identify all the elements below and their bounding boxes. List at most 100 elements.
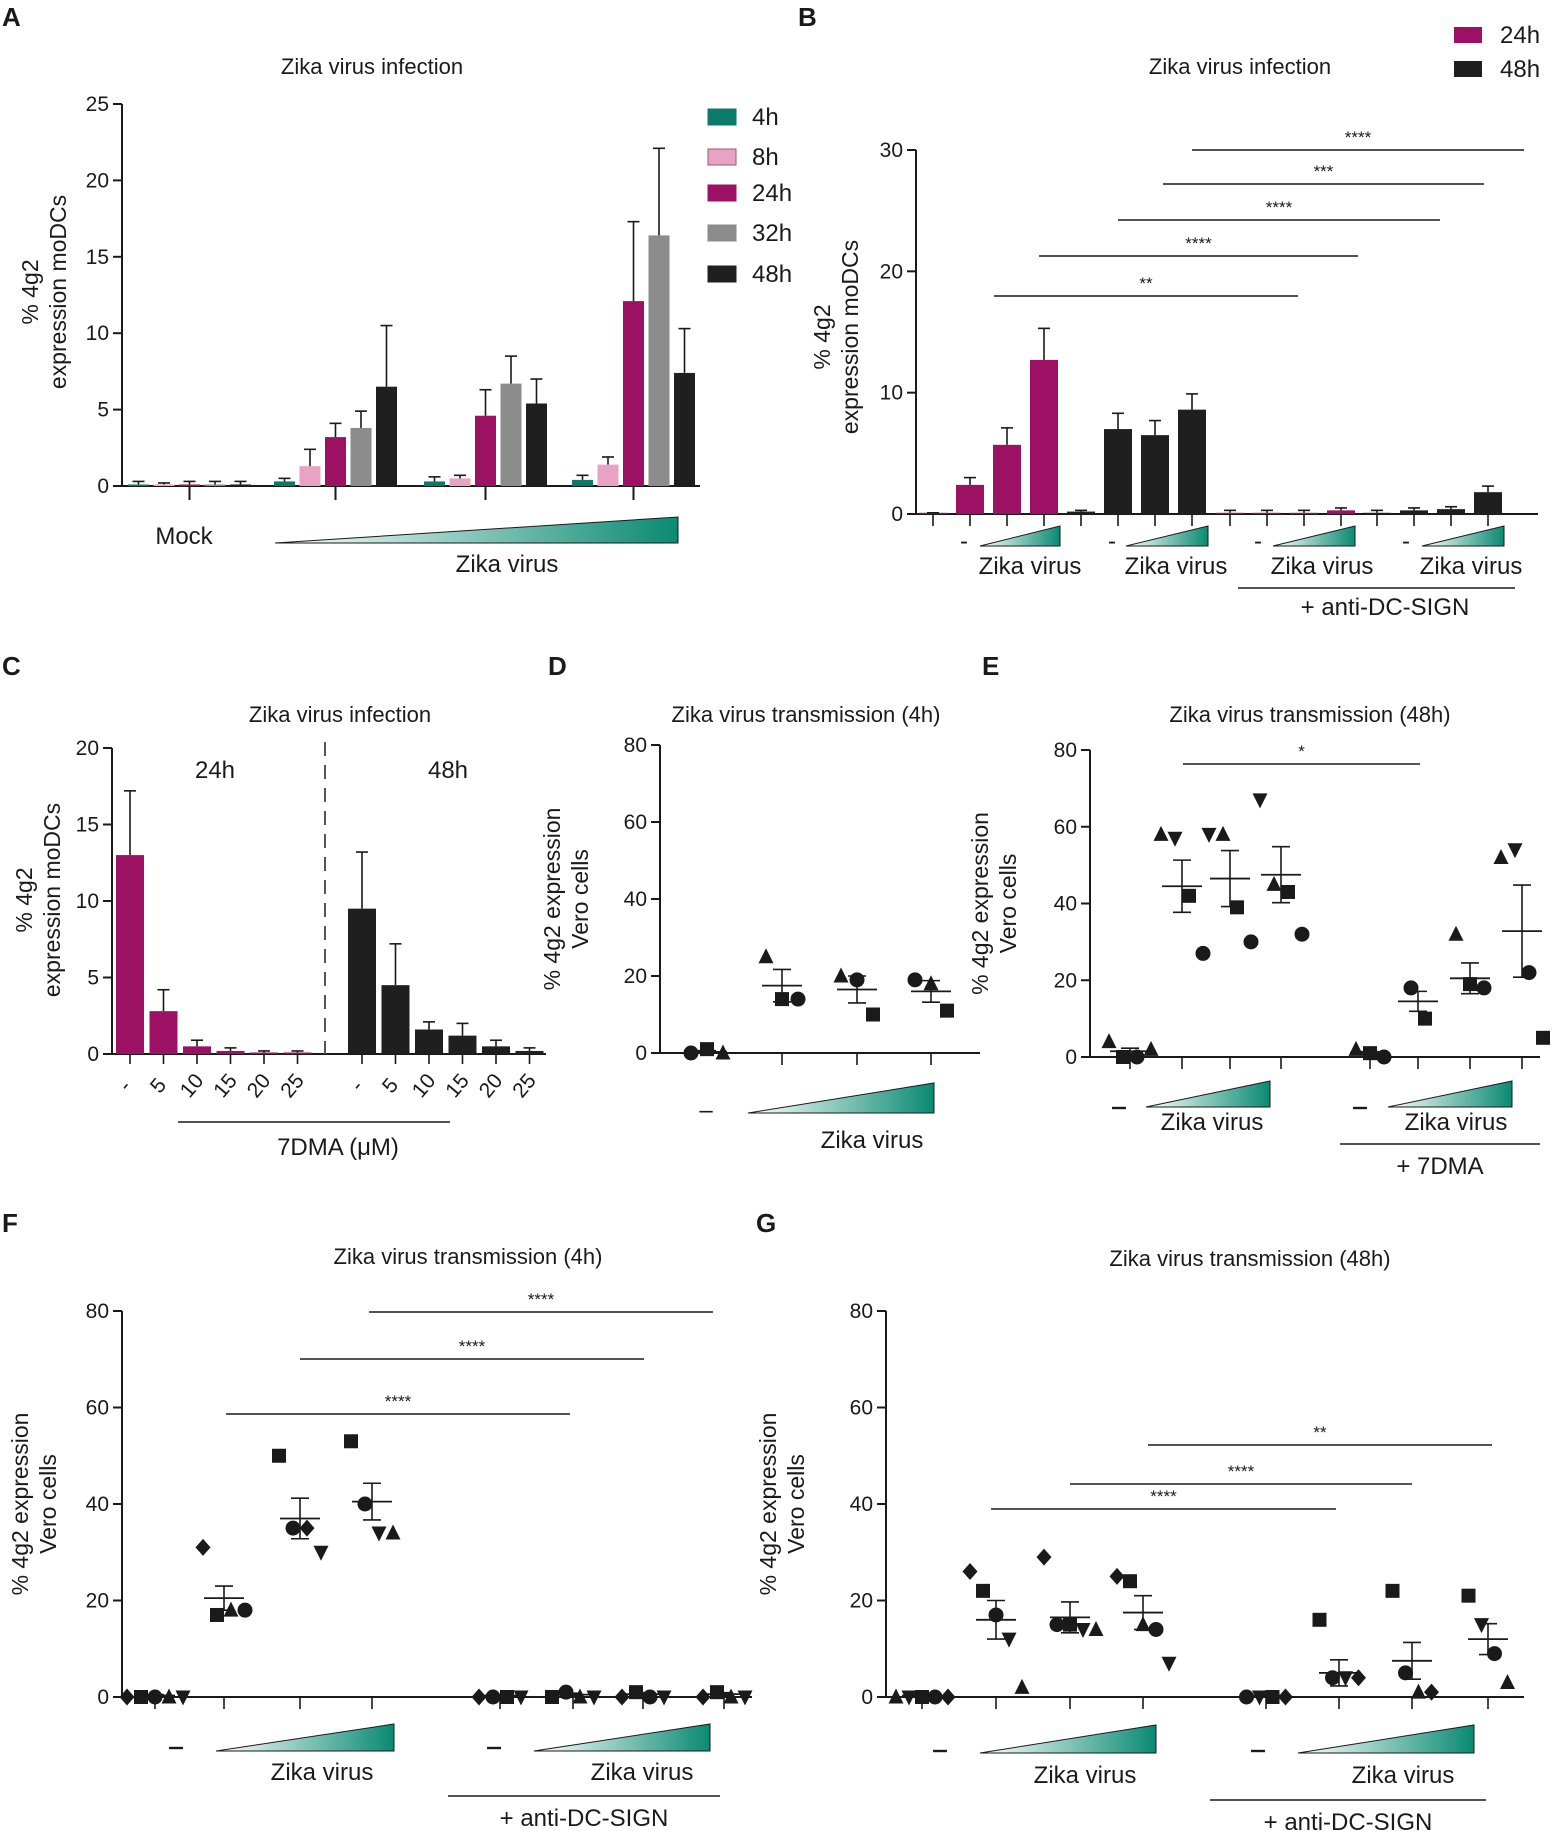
panel-a-zika-label: Zika virus xyxy=(456,551,559,578)
panel-c-x-tick-label: - xyxy=(114,1076,136,1096)
panel-e-zika-label: Zika virus xyxy=(1161,1109,1264,1136)
panel-d-y-tick-label: 0 xyxy=(635,1042,647,1065)
panel-g-point-triangle xyxy=(1411,1683,1426,1699)
panel-g-point-diamond xyxy=(1036,1548,1052,1566)
panel-c-ylabel-line1: % 4g2 xyxy=(11,867,37,932)
panel-g-point-triangle-down xyxy=(1075,1622,1091,1638)
panel-f-title: Zika virus transmission (4h) xyxy=(334,1244,603,1269)
panel-b-zika-dose-wedge xyxy=(1421,525,1505,547)
panel-e-point-triangle xyxy=(1143,1040,1159,1056)
panel-e-significance-stars: * xyxy=(1298,742,1305,761)
panel-c-title: Zika virus infection xyxy=(249,702,431,727)
panel-c-letter: C xyxy=(2,651,21,681)
panel-g-ylabel-line2: Vero cells xyxy=(783,1454,809,1554)
panel-c-x-tick-label: 20 xyxy=(243,1069,276,1102)
panel-b-zika-label: Zika virus xyxy=(1420,553,1523,580)
panel-f-point-diamond xyxy=(119,1688,135,1706)
panel-b-y-tick-label: 20 xyxy=(880,260,903,283)
panel-b-letter: B xyxy=(798,2,817,32)
panel-c-bar xyxy=(149,1011,178,1054)
panel-f-point-diamond xyxy=(695,1688,711,1706)
panel-c-x-tick-label: 25 xyxy=(276,1069,309,1102)
panel-c-y-tick-label: 0 xyxy=(87,1043,99,1066)
panel-c-bar xyxy=(515,1050,544,1054)
panel-g-point-circle xyxy=(927,1689,943,1705)
panel-b-zika-label: Zika virus xyxy=(979,553,1082,580)
panel-g-point-diamond xyxy=(1351,1669,1366,1687)
panel-d-letter: D xyxy=(548,651,567,681)
panel-f-zika-label: Zika virus xyxy=(271,1759,374,1786)
panel-b-ylabel-line2: expression moDCs xyxy=(837,240,863,434)
panel-c-bar xyxy=(415,1029,443,1054)
panel-a-bar xyxy=(597,464,619,486)
panel-g-y-tick-label: 20 xyxy=(850,1590,873,1613)
panel-f-point-square xyxy=(134,1690,148,1704)
panel-d-point-triangle xyxy=(833,967,849,983)
panel-d-y-tick-label: 40 xyxy=(624,888,647,911)
panel-b-legend-swatch xyxy=(1454,27,1482,43)
panel-f-significance-stars: **** xyxy=(528,1290,555,1309)
panel-c-y-tick-label: 20 xyxy=(76,737,99,760)
panel-c-bar xyxy=(216,1050,245,1054)
panel-f-bracket-label: + anti-DC-SIGN xyxy=(500,1805,669,1831)
panel-a-zika-dose-wedge xyxy=(274,516,679,544)
panel-e-point-triangle-down xyxy=(1167,831,1183,847)
panel-f-significance-stars: **** xyxy=(459,1337,486,1356)
panel-f-point-triangle-down xyxy=(513,1690,529,1706)
panel-f-y-tick-label: 40 xyxy=(86,1493,109,1516)
panel-e-y-tick-label: 20 xyxy=(1054,969,1077,992)
panel-b-bar xyxy=(1327,510,1355,514)
panel-c-bar xyxy=(348,908,376,1054)
panel-e-point-circle xyxy=(1521,965,1537,981)
panel-e-y-tick-label: 80 xyxy=(1054,739,1077,762)
panel-a-y-tick-label: 25 xyxy=(86,93,109,116)
panel-c-bar xyxy=(381,985,410,1054)
panel-g-point-square xyxy=(1385,1583,1400,1598)
panel-c-bar xyxy=(116,855,144,1054)
panel-a-bar xyxy=(274,481,295,486)
panel-d-point-square xyxy=(866,1007,880,1022)
panel-c-ylabel-line2: expression moDCs xyxy=(39,803,65,997)
panel-a-legend-swatch xyxy=(707,224,737,242)
panel-e-point-triangle-down xyxy=(1252,793,1268,809)
panel-b-bar xyxy=(1474,492,1502,514)
panel-a-bar xyxy=(299,466,321,486)
panel-g-point-circle xyxy=(1325,1670,1340,1686)
panel-a-mock-label: Mock xyxy=(155,523,213,550)
panel-g-point-square xyxy=(976,1583,990,1598)
panel-b-y-tick-label: 10 xyxy=(880,382,903,405)
panel-g-significance-stars: **** xyxy=(1228,1462,1255,1481)
panel-d-y-tick-label: 60 xyxy=(624,811,647,834)
panel-f-point-circle xyxy=(642,1689,658,1705)
panel-f-point-triangle xyxy=(223,1601,239,1617)
panel-e-point-triangle xyxy=(1448,925,1464,941)
panel-g-point-triangle-down xyxy=(1338,1671,1353,1687)
panel-e-ylabel-line2: Vero cells xyxy=(995,854,1021,954)
panel-f-y-tick-label: 80 xyxy=(86,1300,109,1323)
panel-e-zika-dose-wedge xyxy=(1145,1080,1271,1108)
panel-b-significance-stars: ** xyxy=(1139,274,1153,293)
panel-f-point-triangle-down xyxy=(371,1526,387,1542)
panel-c-x-tick-label: - xyxy=(346,1076,368,1096)
panel-b-significance-stars: **** xyxy=(1185,234,1212,253)
panel-a-legend-swatch xyxy=(707,184,737,202)
panel-d-title: Zika virus transmission (4h) xyxy=(672,702,941,727)
panel-g-point-diamond xyxy=(962,1563,978,1581)
panel-a-y-tick-label: 10 xyxy=(86,322,109,345)
panel-g-significance-stars: ** xyxy=(1313,1423,1327,1442)
panel-a-bar xyxy=(648,235,670,486)
panel-b-bar xyxy=(1178,409,1206,514)
panel-b-bar xyxy=(1437,509,1465,514)
panel-d-point-square xyxy=(700,1042,714,1057)
panel-a-bar xyxy=(204,484,226,486)
panel-g-point-diamond xyxy=(1424,1683,1439,1701)
panel-e-point-circle xyxy=(1195,945,1211,961)
panel-f-zika-dose-wedge xyxy=(533,1723,711,1752)
panel-g-point-triangle-down xyxy=(1474,1618,1489,1634)
panel-f-point-square xyxy=(210,1607,224,1622)
panel-c-bar xyxy=(250,1052,278,1054)
panel-c-x-tick-label: 15 xyxy=(209,1069,242,1102)
panel-g-y-tick-label: 40 xyxy=(850,1493,873,1516)
panel-b-untreated-label: - xyxy=(1402,528,1410,555)
